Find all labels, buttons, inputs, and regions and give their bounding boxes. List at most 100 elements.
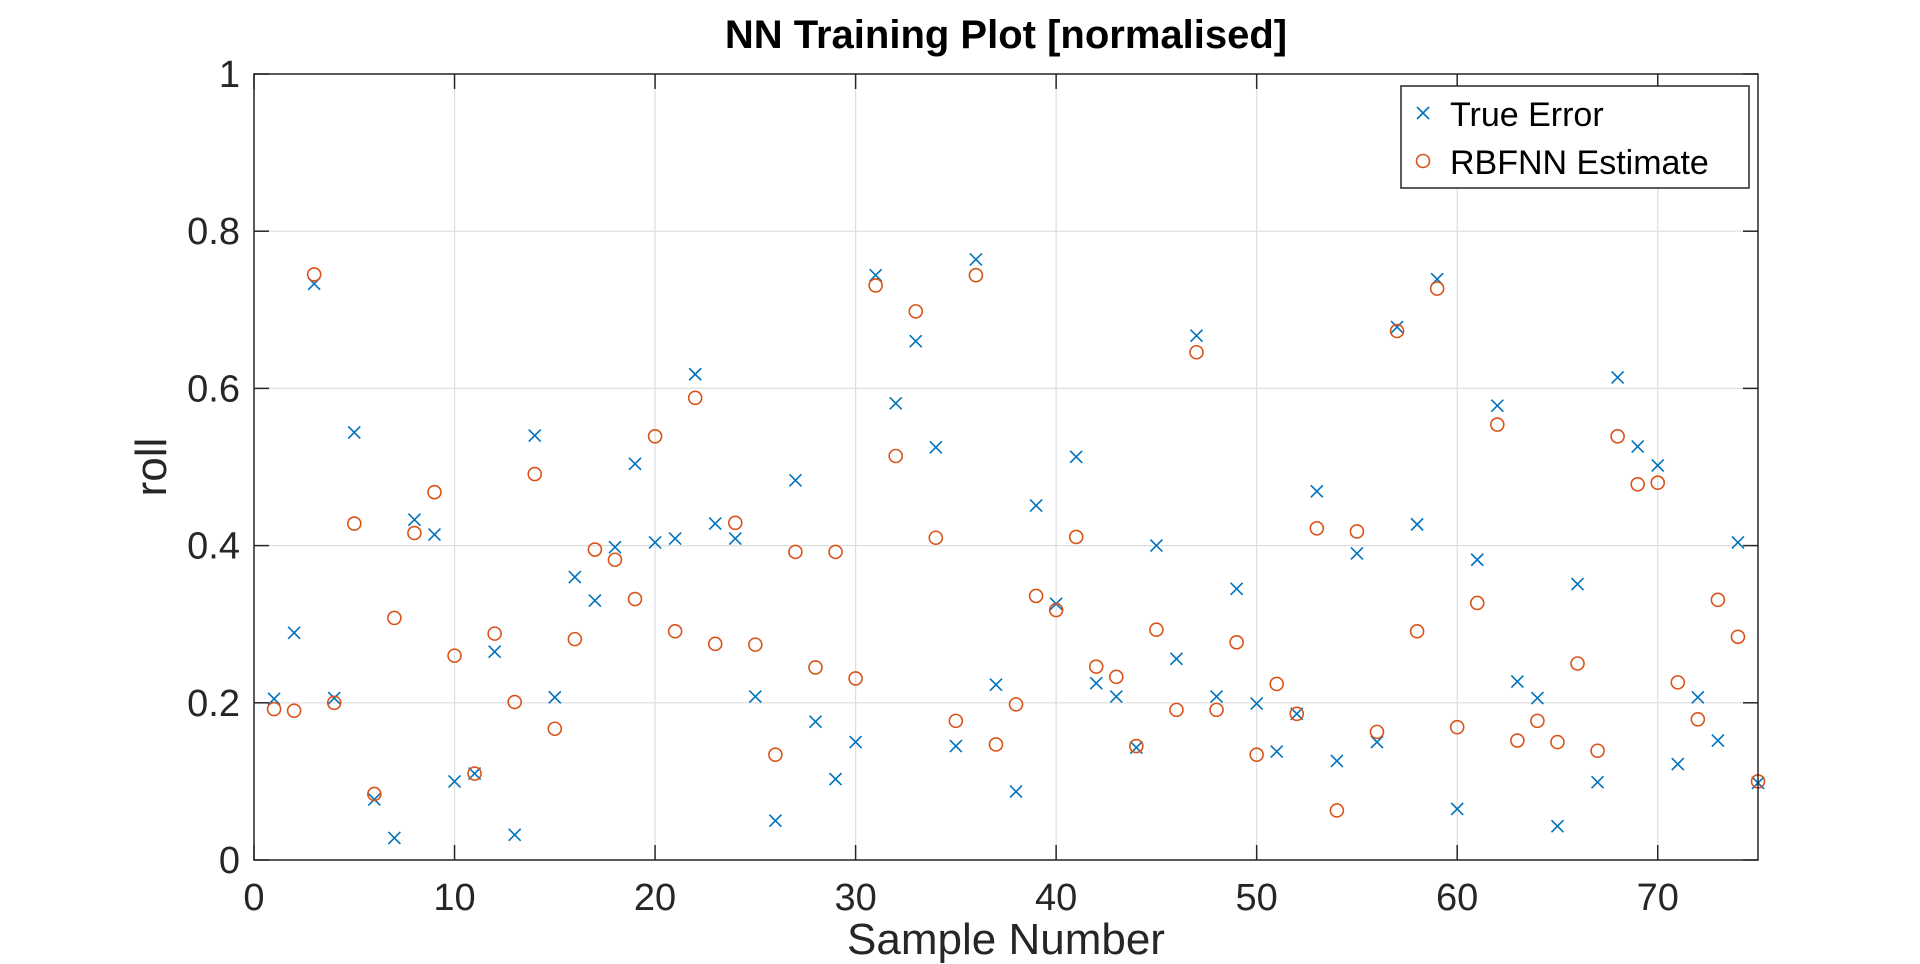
rbfnn-estimate-point <box>1469 595 1485 611</box>
rbfnn-estimate-point <box>1530 713 1545 729</box>
rbfnn-estimate-point <box>848 671 863 686</box>
true-error-point <box>1510 675 1524 689</box>
true-error-point <box>1631 439 1645 454</box>
true-error-point <box>568 570 582 584</box>
rbfnn-estimate-point <box>687 390 703 406</box>
rbfnn-estimate-point <box>507 694 522 710</box>
true-error-point <box>508 828 522 842</box>
true-error-point <box>387 831 401 845</box>
rbfnn-estimate-point <box>1289 706 1305 722</box>
rbfnn-estimate-point <box>1209 702 1224 718</box>
true-error-point <box>1189 329 1204 343</box>
rbfnn-estimate-point <box>888 448 904 464</box>
true-error-point <box>869 268 883 282</box>
rbfnn-estimate-point <box>647 429 663 444</box>
true-error-point <box>528 428 542 443</box>
rbfnn-estimate-point <box>1169 702 1184 718</box>
rbfnn-estimate-point <box>1409 623 1425 639</box>
rbfnn-estimate-point <box>1510 733 1525 748</box>
x-axis-label: Sample Number <box>847 915 1165 964</box>
rbfnn-estimate-point <box>1329 803 1345 818</box>
data-markers <box>266 252 1766 845</box>
true-error-point <box>909 334 923 348</box>
rbfnn-estimate-point <box>1490 417 1505 432</box>
true-error-point <box>1530 691 1544 705</box>
true-error-point <box>1230 582 1244 596</box>
true-error-point <box>447 774 462 788</box>
true-error-point <box>1290 707 1304 721</box>
rbfnn-estimate-point <box>487 626 502 641</box>
true-error-point <box>648 535 662 550</box>
legend-marker-true-error <box>1416 106 1430 120</box>
true-error-point <box>1470 553 1484 567</box>
y-axis-label: roll <box>127 438 176 497</box>
true-error-point <box>407 513 421 527</box>
rbfnn-estimate-point <box>808 660 823 675</box>
rbfnn-estimate-point <box>1108 669 1124 685</box>
rbfnn-estimate-point <box>266 701 282 717</box>
rbfnn-estimate-point <box>1690 712 1706 727</box>
rbfnn-estimate-point <box>1730 629 1746 645</box>
legend: True Error RBFNN Estimate <box>1400 85 1750 189</box>
true-error-point <box>1109 689 1123 704</box>
rbfnn-estimate-point <box>1570 656 1585 671</box>
true-error-point <box>949 739 963 753</box>
x-tick-label: 30 <box>834 877 876 919</box>
rbfnn-estimate-point <box>1349 524 1365 539</box>
true-error-point <box>287 626 301 640</box>
y-tick-label: 1 <box>219 54 240 96</box>
rbfnn-estimate-point <box>407 525 422 541</box>
y-tick-label: 0.2 <box>187 683 240 725</box>
true-error-point <box>1009 785 1023 799</box>
rbfnn-estimate-point <box>286 703 302 718</box>
x-tick-label: 40 <box>1035 877 1077 919</box>
true-error-point <box>1089 676 1103 690</box>
true-error-point <box>1691 690 1705 704</box>
true-error-point <box>1570 577 1585 591</box>
legend-label-rbfnn-estimate: RBFNN Estimate <box>1450 144 1709 182</box>
rbfnn-estimate-point <box>727 515 743 531</box>
true-error-point <box>1450 802 1464 816</box>
x-tick-label: 10 <box>433 877 475 919</box>
true-error-point <box>929 440 943 454</box>
rbfnn-estimate-point <box>908 304 924 319</box>
legend-o-marker <box>1415 153 1431 169</box>
series-rbfnn-estimate <box>266 267 1766 818</box>
plot-area <box>254 74 1758 860</box>
true-error-point <box>588 594 602 608</box>
true-error-point <box>1611 370 1625 384</box>
rbfnn-estimate-point <box>346 516 362 531</box>
axes-box <box>253 73 1759 861</box>
rbfnn-estimate-point <box>447 648 462 663</box>
rbfnn-estimate-point <box>828 544 843 560</box>
rbfnn-estimate-point <box>326 695 342 711</box>
true-error-point <box>1250 697 1264 711</box>
rbfnn-estimate-point <box>1590 743 1605 759</box>
x-tick-label: 0 <box>243 877 264 919</box>
x-tick-label: 50 <box>1236 877 1278 919</box>
rbfnn-estimate-point <box>1088 659 1104 674</box>
true-error-point <box>608 540 622 554</box>
chart-title: NN Training Plot [normalised] <box>725 13 1287 57</box>
true-error-point <box>1370 735 1384 749</box>
true-error-point <box>708 517 722 531</box>
rbfnn-estimate-point <box>1389 323 1405 339</box>
true-error-point <box>1550 819 1565 833</box>
true-error-point <box>1591 775 1605 789</box>
rbfnn-estimate-point <box>1449 719 1465 735</box>
true-error-point <box>1731 535 1745 550</box>
true-error-point <box>1390 320 1404 334</box>
rbfnn-estimate-point <box>768 747 783 762</box>
y-tick-label: 0.4 <box>187 526 240 568</box>
rbfnn-estimate-point <box>1369 724 1385 740</box>
true-error-point <box>1350 546 1364 561</box>
rbfnn-estimate-point <box>748 637 763 652</box>
true-error-point <box>1169 652 1184 666</box>
rbfnn-estimate-point <box>607 552 623 568</box>
true-error-point <box>1270 744 1284 759</box>
true-error-point <box>1651 458 1665 472</box>
rbfnn-estimate-point <box>567 631 583 647</box>
y-tick-label: 0.6 <box>187 368 240 410</box>
rbfnn-estimate-point <box>1630 476 1645 492</box>
rbfnn-estimate-point <box>1610 429 1625 444</box>
